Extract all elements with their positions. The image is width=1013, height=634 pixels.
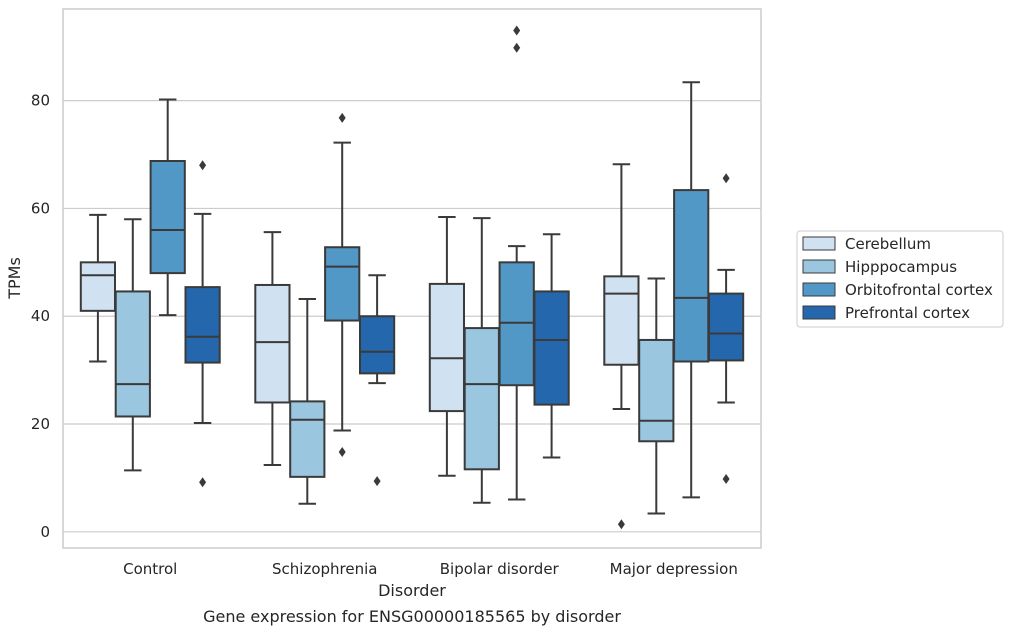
box-series (79, 25, 745, 530)
x-tick-label: Control (123, 560, 177, 578)
y-tick-label: 40 (31, 307, 50, 325)
box-iqr (638, 338, 675, 443)
series-hipppocampus (114, 217, 675, 515)
box-iqr (428, 282, 466, 413)
box-iqr (184, 286, 221, 364)
outlier-point (199, 160, 207, 171)
box (149, 98, 186, 317)
box-iqr (79, 261, 117, 312)
box (707, 173, 745, 485)
box-iqr (289, 400, 326, 478)
legend-swatch (802, 236, 836, 251)
x-axis-ticks: Control Schizophrenia Bipolar disorder Majo… (123, 560, 738, 578)
x-tick-label: Bipolar disorder (440, 560, 560, 578)
outlier-point (199, 477, 207, 488)
box (673, 81, 710, 499)
box (254, 231, 291, 466)
y-tick-label: 0 (40, 523, 50, 541)
box-iqr (498, 261, 535, 387)
legend-label: Orbitofrontal cortex (845, 281, 993, 299)
x-axis-label: Disorder (378, 581, 446, 600)
legend-swatch (802, 305, 836, 320)
box (498, 25, 535, 501)
legend-label: Prefrontal cortex (845, 304, 970, 322)
box-iqr (114, 290, 151, 418)
y-tick-label: 80 (31, 92, 50, 110)
y-tick-label: 20 (31, 415, 50, 433)
y-axis-ticks: 0 20 40 60 80 (31, 92, 50, 541)
box-iqr (533, 290, 570, 406)
outlier-point (513, 42, 521, 53)
box-iqr (358, 315, 396, 375)
box (79, 213, 117, 363)
box-iqr (324, 246, 361, 322)
legend-swatch (802, 259, 836, 274)
y-axis-label: TPMs (5, 257, 24, 300)
box (184, 160, 221, 488)
legend-label: Cerebellum (845, 235, 931, 253)
box (533, 233, 570, 459)
box (324, 112, 361, 458)
legend-label: Hipppocampus (845, 258, 957, 276)
legend: Cerebellum Hipppocampus Orbitofrontal cort… (796, 230, 1004, 328)
box-iqr (707, 292, 745, 362)
outlier-point (338, 112, 346, 123)
outlier-point (513, 25, 521, 36)
box (358, 274, 396, 487)
series-cerebellum (79, 163, 640, 530)
box-iqr (254, 283, 291, 404)
box (114, 218, 151, 472)
box (289, 297, 326, 505)
chart-title: Gene expression for ENSG00000185565 by d… (203, 607, 621, 626)
box (428, 216, 466, 477)
plot-frame (62, 8, 762, 549)
box-iqr (149, 159, 186, 275)
outlier-point (338, 447, 346, 458)
box (603, 163, 640, 530)
outlier-point (722, 173, 730, 184)
box-iqr (603, 275, 640, 366)
box-iqr (673, 189, 710, 363)
x-tick-label: Major depression (610, 560, 738, 578)
outlier-point (722, 474, 730, 485)
x-tick-label: Schizophrenia (272, 560, 377, 578)
series-orbitofrontal-cortex (149, 25, 710, 501)
box (638, 277, 675, 515)
outlier-point (617, 519, 625, 530)
box-iqr (463, 327, 500, 471)
series-prefrontal-cortex (184, 160, 745, 488)
y-tick-label: 60 (31, 199, 50, 217)
legend-swatch (802, 282, 836, 297)
outlier-point (373, 476, 381, 487)
box (463, 217, 500, 504)
legend-frame (796, 230, 1004, 328)
